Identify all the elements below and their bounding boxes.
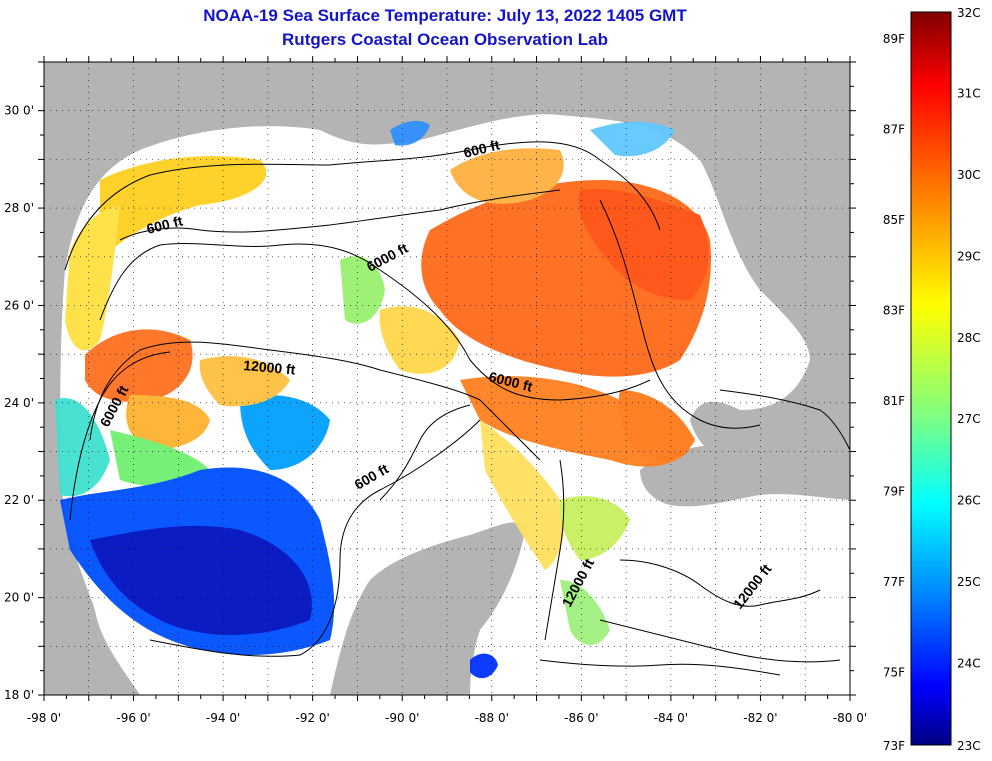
longitude-tick-label: -98 0' xyxy=(27,711,61,725)
longitude-tick-label: -86 0' xyxy=(564,711,598,725)
latitude-tick-label: 30 0' xyxy=(4,104,34,118)
yucatan xyxy=(330,522,525,695)
latitude-tick-label: 20 0' xyxy=(4,591,34,605)
colorbar-celsius-label: 29C xyxy=(957,249,981,263)
colorbar-fahrenheit-labels: 89F 87F 85F 83F 81F 79F 77F 75F 73F xyxy=(883,32,905,753)
colorbar-celsius-label: 30C xyxy=(957,168,981,182)
longitude-labels: -98 0' -96 0' -94 0' -92 0' -90 0' -88 0' -86 … xyxy=(27,711,867,725)
longitude-tick-label: -90 0' xyxy=(385,711,419,725)
graticule xyxy=(44,62,850,695)
bathymetry-contours xyxy=(64,141,850,676)
colorbar-fahrenheit-label: 85F xyxy=(883,213,905,227)
cuba xyxy=(640,445,850,507)
colorbar-fahrenheit-label: 73F xyxy=(883,739,905,753)
colorbar-fahrenheit-label: 89F xyxy=(883,32,905,46)
colorbar-celsius-label: 24C xyxy=(957,657,981,671)
colorbar-celsius-label: 32C xyxy=(957,6,981,20)
colorbar-celsius-labels: 32C 31C 30C 29C 28C 27C 26C 25C 24C 23C xyxy=(957,6,981,753)
colorbar-fahrenheit-label: 87F xyxy=(883,123,905,137)
colorbar xyxy=(910,11,952,746)
longitude-tick-label: -94 0' xyxy=(206,711,240,725)
longitude-tick-label: -92 0' xyxy=(295,711,329,725)
colorbar-celsius-label: 26C xyxy=(957,494,981,508)
longitude-tick-label: -82 0' xyxy=(743,711,777,725)
sst-data xyxy=(55,120,711,679)
latitude-tick-label: 28 0' xyxy=(4,201,34,215)
axis-ticks xyxy=(38,56,856,701)
longitude-tick-label: -88 0' xyxy=(475,711,509,725)
colorbar-celsius-label: 31C xyxy=(957,86,981,100)
longitude-tick-label: -96 0' xyxy=(116,711,150,725)
latitude-tick-label: 26 0' xyxy=(4,298,34,312)
colorbar-fahrenheit-label: 83F xyxy=(883,304,905,318)
colorbar-celsius-label: 28C xyxy=(957,331,981,345)
colorbar-celsius-label: 25C xyxy=(957,575,981,589)
florida xyxy=(700,62,850,330)
colorbar-fahrenheit-label: 81F xyxy=(883,394,905,408)
map-subtitle: Rutgers Coastal Ocean Observation Lab xyxy=(282,30,608,49)
colorbar-fahrenheit-label: 79F xyxy=(883,485,905,499)
latitude-tick-label: 22 0' xyxy=(4,493,34,507)
colorbar-celsius-label: 27C xyxy=(957,412,981,426)
colorbar-celsius-label: 23C xyxy=(957,739,981,753)
colorbar-fahrenheit-label: 77F xyxy=(883,575,905,589)
longitude-tick-label: -80 0' xyxy=(833,711,867,725)
latitude-labels: 30 0' 28 0' 26 0' 24 0' 22 0' 20 0' 18 0' xyxy=(4,104,34,702)
colorbar-fahrenheit-label: 75F xyxy=(883,666,905,680)
map-title: NOAA-19 Sea Surface Temperature: July 13… xyxy=(203,6,687,25)
longitude-tick-label: -84 0' xyxy=(654,711,688,725)
latitude-tick-label: 18 0' xyxy=(4,688,34,702)
contour-label: 12000 ft xyxy=(243,357,297,378)
latitude-tick-label: 24 0' xyxy=(4,396,34,410)
